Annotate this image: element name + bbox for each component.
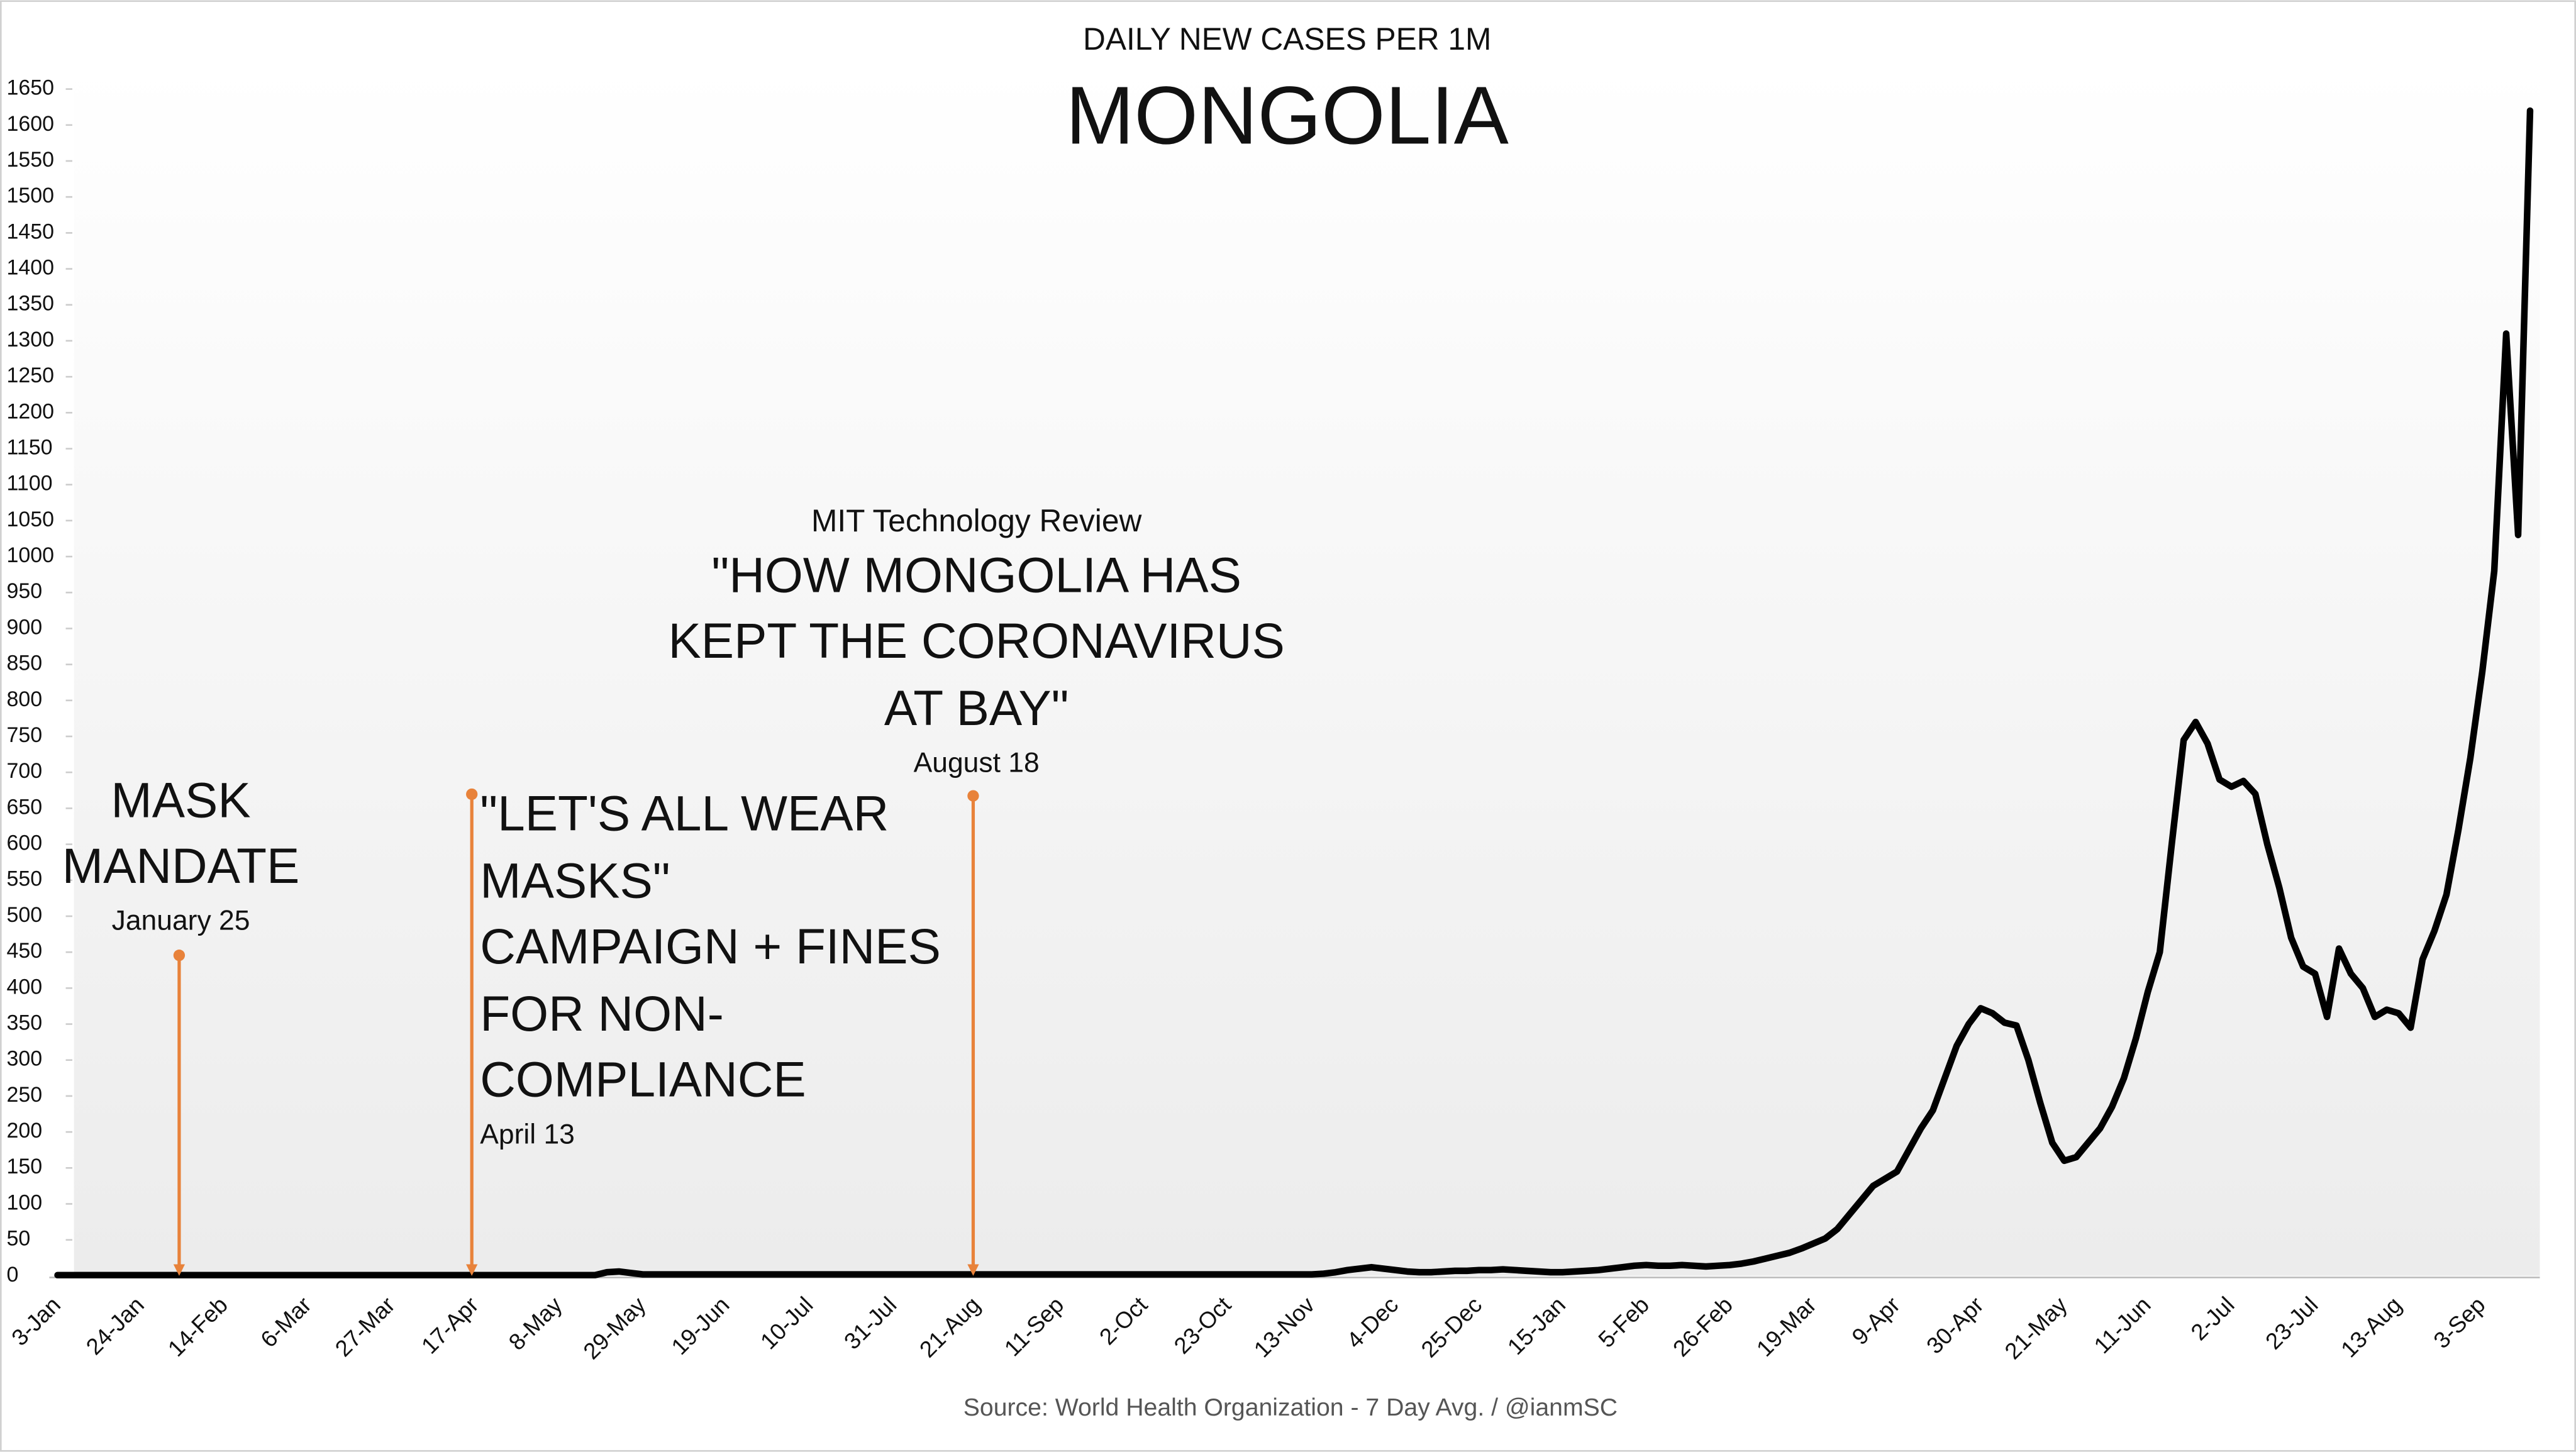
- annotation-text: "LET'S ALL WEAR: [480, 785, 889, 841]
- y-tick-label: 1550: [6, 148, 54, 172]
- annotation-text: MASK: [111, 772, 250, 828]
- arrow-head: [466, 1264, 478, 1276]
- y-tick-label: 850: [6, 651, 42, 675]
- y-tick-label: 500: [6, 903, 42, 927]
- y-tick-label: 700: [6, 759, 42, 783]
- annotation-text: "HOW MONGOLIA HAS: [711, 547, 1241, 602]
- y-tick-label: 100: [6, 1190, 42, 1214]
- y-tick-label: 950: [6, 579, 42, 603]
- arrow-head: [173, 1264, 186, 1276]
- y-tick-label: 1000: [6, 543, 54, 567]
- y-tick-label: 0: [6, 1263, 18, 1287]
- y-tick-label: 900: [6, 615, 42, 639]
- chart-title: MONGOLIA: [1066, 69, 1509, 161]
- annotation-dot: [466, 788, 478, 801]
- y-tick-label: 450: [6, 939, 42, 963]
- y-tick-label: 1450: [6, 219, 54, 243]
- annotation-date: January 25: [112, 906, 250, 936]
- y-tick-label: 1250: [6, 363, 54, 387]
- y-tick-label: 1650: [6, 76, 54, 100]
- source-note: Source: World Health Organization - 7 Da…: [963, 1394, 1618, 1421]
- y-tick-label: 400: [6, 975, 42, 999]
- annotation-date: August 18: [914, 748, 1040, 779]
- y-tick-label: 1300: [6, 328, 54, 352]
- y-tick-label: 1350: [6, 292, 54, 316]
- plot-background: [74, 66, 2540, 1276]
- y-tick-label: 1500: [6, 184, 54, 208]
- y-tick-label: 1150: [6, 435, 52, 459]
- y-tick-label: 550: [6, 867, 42, 891]
- y-tick-label: 1050: [6, 507, 54, 531]
- annotation-source: MIT Technology Review: [811, 503, 1141, 538]
- annotation-date: April 13: [480, 1119, 575, 1150]
- y-tick-label: 750: [6, 723, 42, 747]
- y-tick-label: 800: [6, 687, 42, 711]
- annotation-text: CAMPAIGN + FINES: [480, 919, 941, 974]
- y-tick-label: 650: [6, 795, 42, 819]
- y-tick-label: 300: [6, 1047, 42, 1071]
- annotation-text: FOR NON-: [480, 986, 724, 1041]
- y-tick-label: 1200: [6, 399, 54, 423]
- y-tick-label: 150: [6, 1155, 42, 1178]
- chart-subtitle: DAILY NEW CASES PER 1M: [1083, 21, 1491, 57]
- series-line: [54, 107, 2534, 1278]
- annotation-text: MANDATE: [62, 838, 300, 894]
- y-tick-label: 50: [6, 1227, 30, 1251]
- y-tick-label: 250: [6, 1083, 42, 1107]
- annotation-dot: [967, 790, 979, 802]
- y-tick-label: 1100: [6, 472, 52, 496]
- annotation-text: MASKS": [480, 853, 670, 908]
- y-tick-label: 600: [6, 831, 42, 855]
- y-tick-label: 200: [6, 1119, 42, 1143]
- arrow-head: [967, 1264, 979, 1276]
- annotation-text: AT BAY": [884, 680, 1069, 736]
- annotation-dot: [173, 949, 186, 962]
- y-tick-label: 1400: [6, 256, 54, 280]
- y-tick-label: 350: [6, 1011, 42, 1034]
- annotation-text: COMPLIANCE: [480, 1052, 806, 1107]
- y-tick-label: 1600: [6, 112, 54, 136]
- annotation-text: KEPT THE CORONAVIRUS: [669, 613, 1285, 668]
